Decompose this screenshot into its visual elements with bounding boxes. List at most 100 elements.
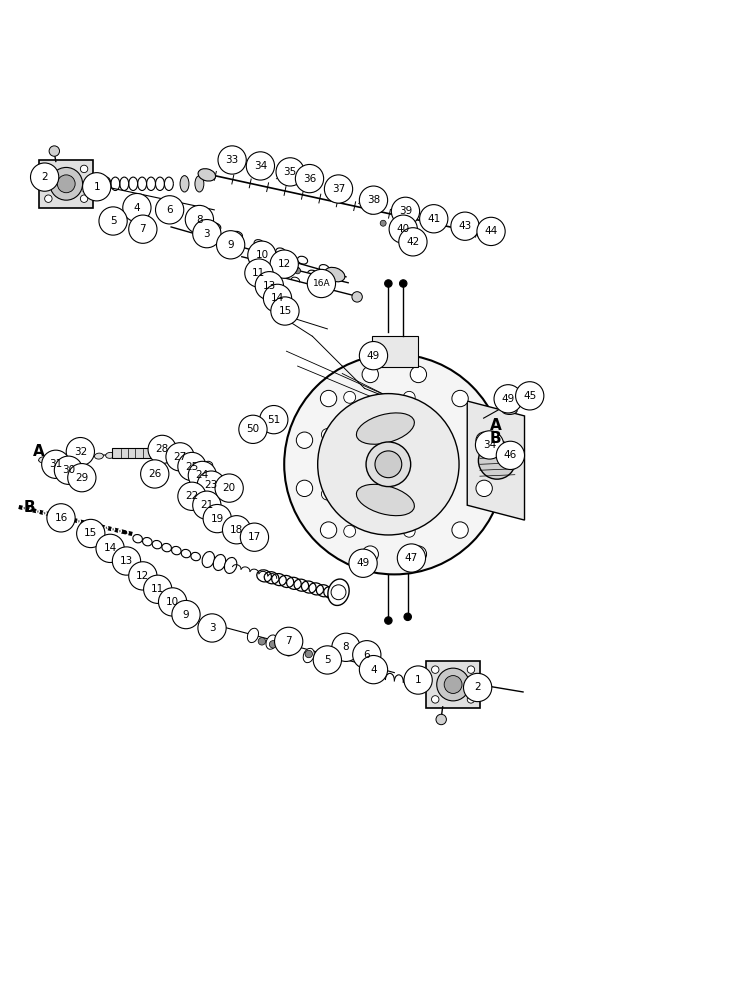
Circle shape — [31, 163, 59, 191]
Circle shape — [260, 406, 288, 434]
Circle shape — [158, 588, 187, 616]
Text: 8: 8 — [343, 642, 349, 652]
Circle shape — [464, 673, 492, 702]
Circle shape — [432, 666, 439, 673]
Circle shape — [403, 525, 415, 537]
Text: 3: 3 — [204, 229, 210, 239]
Circle shape — [359, 342, 388, 370]
Circle shape — [269, 641, 277, 648]
Circle shape — [49, 146, 60, 156]
Ellipse shape — [83, 454, 92, 460]
Circle shape — [80, 195, 88, 202]
Ellipse shape — [476, 228, 491, 239]
Circle shape — [178, 452, 206, 481]
Circle shape — [270, 250, 298, 278]
Text: 32: 32 — [74, 447, 87, 457]
Circle shape — [353, 641, 381, 669]
Circle shape — [284, 354, 504, 574]
Circle shape — [359, 186, 388, 214]
Circle shape — [148, 435, 176, 464]
Circle shape — [467, 666, 475, 673]
Circle shape — [437, 668, 469, 701]
Text: 34: 34 — [483, 440, 496, 450]
Text: 5: 5 — [110, 216, 116, 226]
Circle shape — [240, 523, 269, 551]
Ellipse shape — [498, 441, 507, 455]
Text: 22: 22 — [185, 491, 199, 501]
Circle shape — [255, 272, 283, 300]
Circle shape — [77, 519, 105, 548]
Text: 27: 27 — [173, 452, 187, 462]
Text: B: B — [490, 431, 501, 446]
Circle shape — [399, 224, 405, 230]
Circle shape — [391, 197, 420, 225]
Circle shape — [45, 195, 52, 202]
Circle shape — [420, 205, 448, 233]
Ellipse shape — [225, 557, 237, 573]
Circle shape — [289, 266, 295, 272]
Circle shape — [344, 525, 356, 537]
Circle shape — [476, 432, 493, 448]
Ellipse shape — [195, 176, 204, 192]
Text: 24: 24 — [196, 470, 209, 480]
FancyBboxPatch shape — [112, 448, 158, 458]
Circle shape — [248, 241, 276, 269]
Text: 4: 4 — [134, 203, 140, 213]
Text: 25: 25 — [185, 462, 199, 472]
FancyBboxPatch shape — [39, 160, 93, 208]
Text: 49: 49 — [367, 351, 380, 361]
Text: 35: 35 — [283, 167, 297, 177]
Ellipse shape — [498, 394, 513, 401]
Text: 6: 6 — [167, 205, 173, 215]
Ellipse shape — [161, 449, 170, 455]
Polygon shape — [467, 401, 525, 520]
Text: 15: 15 — [84, 528, 97, 538]
Text: 9: 9 — [183, 610, 189, 620]
Circle shape — [280, 263, 286, 269]
Ellipse shape — [266, 635, 277, 649]
Circle shape — [432, 696, 439, 703]
Ellipse shape — [72, 455, 81, 461]
Text: 8: 8 — [196, 215, 202, 225]
Circle shape — [391, 222, 397, 228]
Text: 50: 50 — [246, 424, 260, 434]
Text: 30: 30 — [62, 465, 75, 475]
Text: 43: 43 — [458, 221, 472, 231]
Circle shape — [217, 231, 245, 259]
Circle shape — [475, 431, 504, 459]
FancyBboxPatch shape — [372, 336, 418, 367]
Ellipse shape — [304, 648, 314, 663]
Ellipse shape — [324, 267, 345, 282]
Circle shape — [263, 284, 292, 313]
Circle shape — [172, 600, 200, 629]
Ellipse shape — [61, 455, 70, 461]
Text: 12: 12 — [278, 259, 291, 269]
Circle shape — [258, 638, 266, 645]
Circle shape — [410, 366, 426, 383]
Circle shape — [321, 522, 337, 538]
Ellipse shape — [502, 407, 517, 414]
Text: 7: 7 — [140, 224, 146, 234]
Circle shape — [141, 460, 169, 488]
Ellipse shape — [328, 579, 349, 605]
Text: 1: 1 — [415, 675, 421, 685]
Ellipse shape — [248, 628, 258, 643]
Text: A: A — [33, 444, 45, 459]
Circle shape — [321, 390, 337, 407]
Circle shape — [198, 614, 226, 642]
Circle shape — [295, 164, 324, 193]
Text: 37: 37 — [332, 184, 345, 194]
Text: 5: 5 — [324, 655, 330, 665]
Circle shape — [178, 482, 206, 510]
Text: 10: 10 — [255, 250, 269, 260]
Text: 17: 17 — [248, 532, 261, 542]
Circle shape — [404, 666, 432, 694]
Ellipse shape — [180, 176, 189, 192]
Circle shape — [321, 429, 333, 440]
Text: 18: 18 — [230, 525, 243, 535]
Ellipse shape — [356, 413, 414, 444]
Circle shape — [436, 714, 446, 725]
Text: 11: 11 — [151, 584, 164, 594]
Text: 7: 7 — [286, 636, 292, 646]
Text: 49: 49 — [356, 558, 370, 568]
